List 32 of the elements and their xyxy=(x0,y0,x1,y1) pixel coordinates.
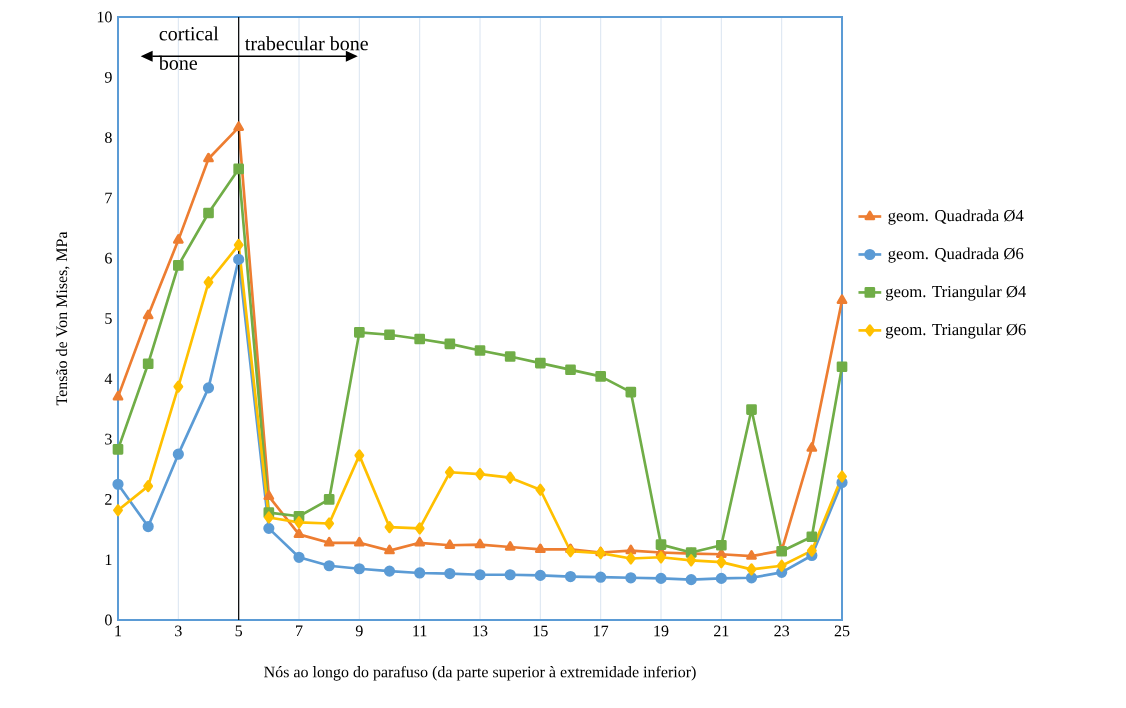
x-tick-label: 3 xyxy=(175,625,182,637)
x-tick-label: 9 xyxy=(355,625,363,637)
x-tick-label: 19 xyxy=(654,625,669,637)
y-tick-label: 5 xyxy=(105,313,112,324)
x-tick-label: 23 xyxy=(774,625,790,637)
annotation: trabecular bone xyxy=(244,36,368,51)
x-tick-label: 21 xyxy=(714,625,729,637)
y-tick-label: 10 xyxy=(97,11,112,23)
y-tick-label: 2 xyxy=(105,494,112,505)
x-tick-label: 7 xyxy=(296,625,303,637)
y-tick-label: 9 xyxy=(104,71,112,83)
y-tick-label: 6 xyxy=(105,252,112,264)
legend-label: geom. Triangular Ø6 xyxy=(885,323,1026,339)
y-tick-label: 0 xyxy=(105,614,112,626)
legend-label: geom. Quadrada Ø6 xyxy=(888,247,1024,263)
x-tick-label: 13 xyxy=(473,625,488,637)
y-tick-label: 7 xyxy=(105,192,112,204)
x-tick-label: 11 xyxy=(413,625,427,637)
legend-label: geom. Triangular Ø4 xyxy=(885,285,1027,301)
x-tick-label: 15 xyxy=(533,625,548,637)
y-tick-label: 3 xyxy=(105,433,112,445)
y-axis-title: Tensão de Von Mises, MPa xyxy=(55,231,70,406)
y-tick-label: 8 xyxy=(105,132,112,143)
x-tick-label: 1 xyxy=(115,625,122,637)
y-tick-label: 4 xyxy=(104,373,113,385)
y-tick-label: 1 xyxy=(105,554,112,565)
x-tick-label: 17 xyxy=(594,625,609,637)
annotation: cortical bone xyxy=(158,26,219,70)
x-tick-label: 25 xyxy=(834,625,850,637)
x-axis-title: Nós ao longo do parafuso (da parte superior à extremidade inferior) xyxy=(264,665,696,681)
x-tick-label: 5 xyxy=(235,625,243,637)
legend-label: geom. Quadrada Ø4 xyxy=(888,209,1024,225)
